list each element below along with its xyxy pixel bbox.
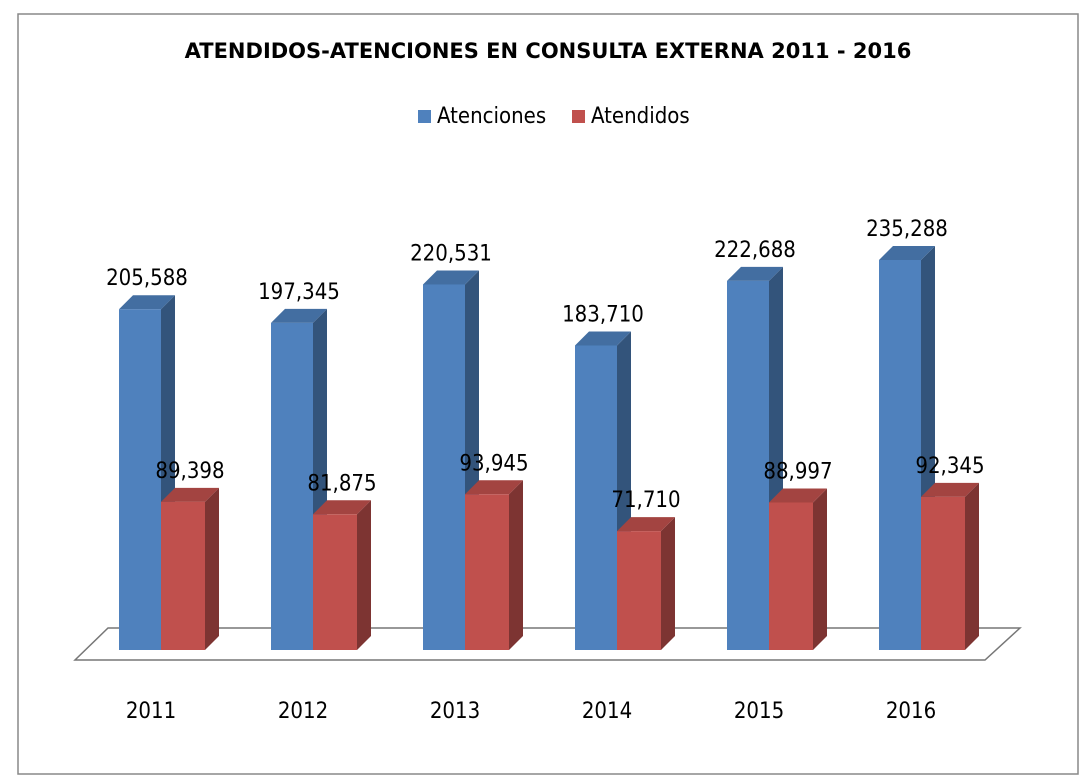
bar	[271, 322, 313, 650]
data-label: 93,945	[459, 451, 528, 476]
bar	[769, 502, 813, 650]
data-label: 235,288	[866, 217, 948, 242]
bar-top	[575, 331, 631, 346]
bar-side	[661, 517, 675, 650]
legend-swatch	[572, 110, 585, 123]
bar-top	[465, 480, 523, 495]
bar-top	[921, 482, 979, 497]
legend-label: Atendidos	[591, 104, 690, 129]
data-label: 220,531	[410, 241, 492, 266]
bar-top	[313, 500, 371, 515]
bar	[575, 345, 617, 650]
legend-swatch	[418, 110, 431, 123]
bar-side	[357, 500, 371, 650]
bar-top	[879, 246, 935, 260]
bar	[161, 501, 205, 650]
data-label: 88,997	[763, 459, 832, 484]
x-tick-label: 2015	[734, 699, 784, 724]
data-label: 205,588	[106, 266, 188, 291]
bar	[119, 309, 161, 650]
bar	[465, 494, 509, 650]
legend-label: Atenciones	[437, 104, 546, 129]
chart-title: ATENDIDOS-ATENCIONES EN CONSULTA EXTERNA…	[185, 39, 912, 63]
bar-side	[965, 482, 979, 650]
bar-side	[205, 487, 219, 650]
data-label: 222,688	[714, 238, 796, 263]
bar	[617, 531, 661, 650]
data-label: 183,710	[562, 302, 644, 327]
x-tick-label: 2012	[278, 699, 328, 724]
bar-top	[161, 487, 219, 502]
bar-side	[813, 488, 827, 650]
bar-top	[727, 266, 783, 281]
x-tick-label: 2011	[126, 699, 176, 724]
data-label: 71,710	[611, 488, 680, 513]
bar	[879, 260, 921, 650]
data-label: 197,345	[258, 280, 340, 305]
data-label: 92,345	[915, 454, 984, 479]
data-label: 89,398	[155, 459, 224, 484]
bar	[313, 514, 357, 650]
data-label: 81,875	[307, 471, 376, 496]
bar-top	[271, 308, 327, 323]
bar	[423, 284, 465, 650]
bar-top	[119, 295, 175, 310]
bar	[727, 280, 769, 650]
bar-side	[509, 480, 523, 650]
x-tick-label: 2014	[582, 699, 632, 724]
bar-top	[617, 517, 675, 532]
x-tick-label: 2013	[430, 699, 480, 724]
bar-top	[423, 270, 479, 285]
bar	[921, 496, 965, 650]
bar-top	[769, 488, 827, 503]
x-tick-label: 2016	[886, 699, 936, 724]
